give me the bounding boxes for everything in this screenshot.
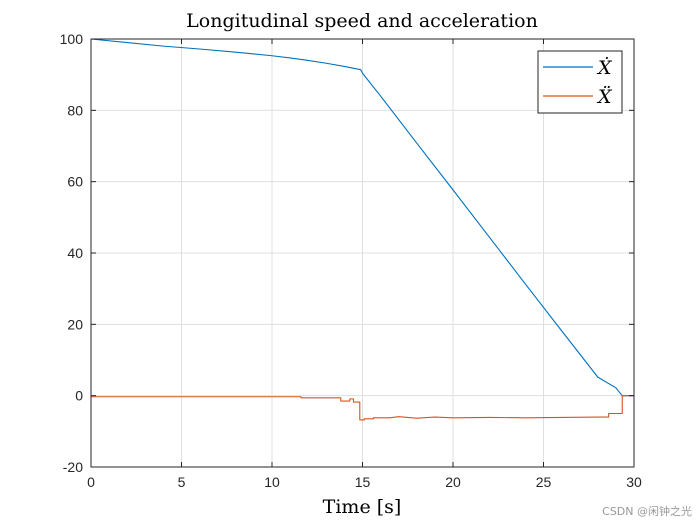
y-tick-label: 80 [67,102,83,118]
series-line-0 [90,38,634,397]
y-tick-label: -20 [63,459,83,475]
legend-label-0: Ẋ [596,56,613,79]
x-tick-label: 0 [87,474,95,490]
y-tick-label: 100 [60,31,84,47]
legend-label-1: Ẍ [596,85,613,108]
x-axis-label: Time [s] [323,496,402,518]
chart-title: Longitudinal speed and acceleration [186,10,538,32]
y-tick-label: 0 [75,388,83,404]
x-tick-label: 20 [445,474,461,490]
series-line-1 [91,395,634,421]
x-tick-label: 15 [355,474,371,490]
x-tick-label: 30 [626,474,642,490]
watermark: CSDN @闲钟之光 [602,504,692,518]
x-tick-label: 25 [536,474,552,490]
plot-area [90,38,634,421]
legend-box [537,50,623,114]
x-tick-label: 10 [264,474,280,490]
y-tick-label: 20 [67,316,83,332]
y-tick-label: 60 [67,174,83,190]
x-tick-label: 5 [178,474,186,490]
y-tick-label: 40 [67,245,83,261]
legend: ẊẌ [537,50,623,114]
